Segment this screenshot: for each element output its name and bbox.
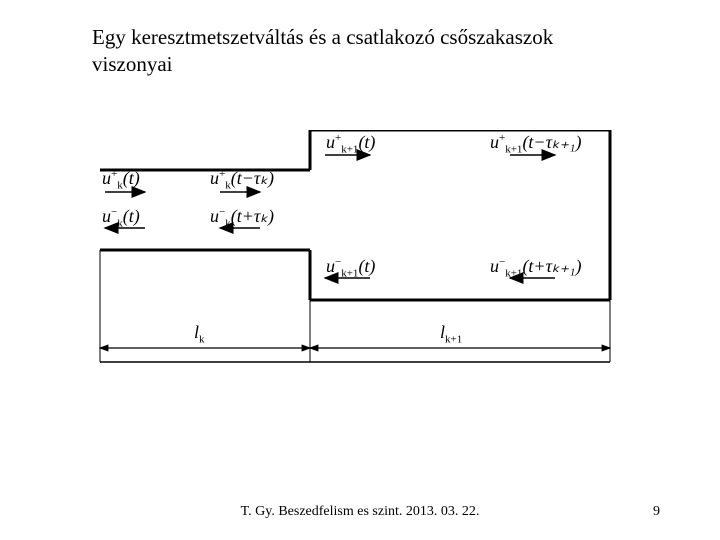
footer-center: T. Gy. Beszedfelism es szint. 2013. 03. … [210, 504, 510, 520]
title-line1: Egy keresztmetszetváltás és a csatlakozó… [92, 25, 553, 49]
label-uk-minus-t: u−k(t) [102, 206, 140, 230]
label-lk: lk [194, 322, 205, 346]
label-uk1-plus-t: u+k+1(t) [326, 132, 375, 156]
label-uk-plus-tau: u+k(t−τₖ) [210, 168, 274, 192]
label-lk1: lk+1 [440, 322, 462, 346]
label-uk1-minus-tau: u−k+1(t+τₖ₊₁) [490, 256, 581, 280]
cross-section-diagram: u+k(t) u+k(t−τₖ) u−k(t) u−k(t+τₖ) u+k+1(… [90, 130, 630, 420]
label-uk-plus-t: u+k(t) [102, 168, 140, 192]
page-number: 9 [653, 504, 660, 520]
label-uk1-plus-tau: u+k+1(t−τₖ₊₁) [490, 132, 581, 156]
label-uk1-minus-t: u−k+1(t) [326, 256, 375, 280]
page-title: Egy keresztmetszetváltás és a csatlakozó… [92, 24, 553, 79]
title-line2: viszonyai [92, 52, 172, 76]
label-uk-minus-tau: u−k(t+τₖ) [210, 206, 274, 230]
